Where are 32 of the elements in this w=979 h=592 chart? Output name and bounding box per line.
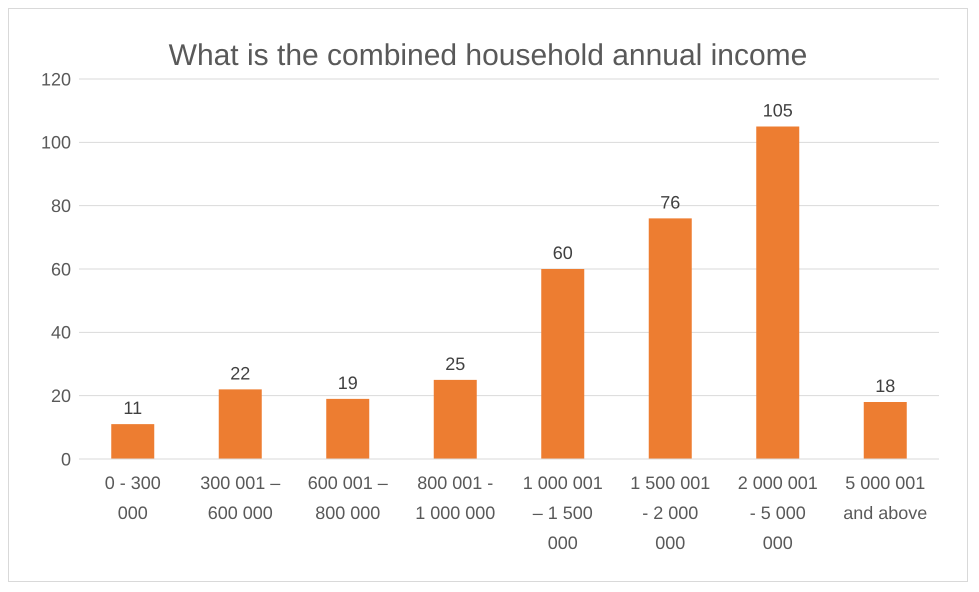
x-tick-label: 2 000 001 - 5 000 000: [738, 473, 818, 553]
x-tick-label: 1 000 001 – 1 500 000: [522, 473, 603, 553]
x-tick-label: 600 001 – 800 000: [308, 473, 388, 523]
bar: [756, 126, 800, 459]
x-tick-label: 1 500 001 - 2 000 000: [630, 473, 710, 553]
y-tick-label: 0: [60, 449, 71, 470]
x-tick-label: 0 - 300 000: [104, 473, 161, 523]
bar: [541, 269, 584, 459]
bar: [864, 402, 907, 459]
data-label: 22: [230, 363, 250, 384]
y-tick-label: 120: [40, 69, 71, 90]
y-tick-label: 60: [50, 259, 71, 280]
data-label: 25: [445, 354, 466, 374]
y-tick-label: 100: [40, 132, 71, 153]
data-label: 76: [660, 192, 680, 212]
data-label: 18: [875, 376, 896, 396]
y-tick-label: 20: [50, 386, 71, 406]
bar: [218, 389, 262, 459]
data-label: 19: [338, 372, 358, 393]
data-label: 60: [552, 243, 573, 263]
chart-title: What is the combined household annual income: [168, 38, 808, 72]
bar: [648, 218, 692, 459]
bar: [326, 398, 370, 459]
bar: [111, 424, 154, 459]
y-tick-label: 40: [50, 322, 71, 343]
bar: [434, 380, 477, 459]
data-label: 105: [762, 100, 793, 120]
data-label: 11: [123, 398, 142, 418]
x-tick-label: 300 001 – 600 000: [200, 473, 280, 523]
x-tick-label: 800 001 - 1 000 000: [415, 473, 496, 523]
y-tick-label: 80: [50, 196, 71, 216]
x-tick-label: 5 000 001 and above: [843, 473, 928, 523]
